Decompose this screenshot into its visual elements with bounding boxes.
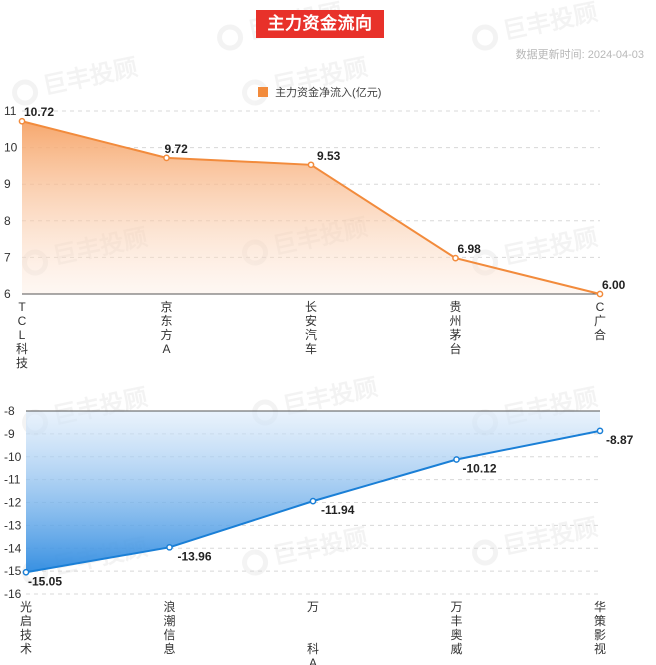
data-label: -8.87 <box>606 433 634 447</box>
y-tick-label: 11 <box>4 104 17 118</box>
x-tick-label: 茅 <box>449 328 461 342</box>
x-tick-label: 科 <box>16 342 28 356</box>
data-point <box>163 154 170 162</box>
outflow-chart: -16 -15 -14 -13 -12 -11 -10 -9 -8 -15.05 -13.96 -11… <box>4 404 634 665</box>
x-tick-label: 技 <box>16 356 28 370</box>
update-time-label: 数据更新时间: <box>515 49 585 61</box>
series-area <box>26 411 600 573</box>
x-tick-label: 州 <box>449 314 461 328</box>
data-label: -13.96 <box>178 549 212 563</box>
x-tick-label: 浪 <box>163 599 175 614</box>
x-tick-label: 广 <box>594 314 606 328</box>
legend-swatch <box>258 87 268 97</box>
y-tick-label: -12 <box>4 496 22 510</box>
x-tick-label: 华 <box>594 600 606 614</box>
data-point <box>166 543 173 551</box>
x-tick-label: 影 <box>594 628 606 642</box>
y-tick-label: 10 <box>4 141 18 155</box>
x-tick-label: 合 <box>594 327 606 342</box>
x-tick-label: 万 <box>450 600 462 614</box>
y-tick-label: -15 <box>4 564 22 578</box>
x-tick-label: 策 <box>594 614 606 628</box>
y-tick-label: -10 <box>4 450 22 464</box>
y-tick-label: -9 <box>4 427 15 441</box>
x-tick-label: 丰 <box>450 614 462 628</box>
x-tick-label: 东 <box>160 314 172 328</box>
data-point <box>596 427 604 435</box>
data-label: -11.94 <box>321 503 355 517</box>
y-tick-label: -16 <box>4 587 22 601</box>
x-tick-label: 潮 <box>163 613 175 628</box>
x-tick-label: 汽 <box>305 327 317 342</box>
data-point <box>18 117 26 125</box>
y-tick-label: 8 <box>4 214 11 228</box>
data-label: 9.53 <box>317 149 341 163</box>
data-point <box>596 290 604 298</box>
x-tick-label: L <box>19 328 26 342</box>
data-label: 6.98 <box>458 242 482 256</box>
data-point <box>309 497 317 505</box>
x-tick-label: 万 <box>307 600 319 614</box>
x-tick-label: 长 <box>305 300 317 314</box>
x-tick-label: 科 <box>307 642 319 656</box>
x-tick-label: 安 <box>305 313 317 328</box>
x-tick-label: T <box>18 300 26 314</box>
legend[interactable]: 主力资金净流入(亿元) <box>258 84 381 100</box>
x-tick-label: C <box>18 314 27 328</box>
y-tick-label: 6 <box>4 287 11 301</box>
data-label: -15.05 <box>28 574 62 588</box>
data-point <box>453 456 460 463</box>
data-label: 10.72 <box>24 105 54 119</box>
x-tick-label: 息 <box>163 641 175 656</box>
data-label: 6.00 <box>602 278 626 292</box>
data-point <box>307 161 315 169</box>
x-tick-label: 光 <box>20 600 32 614</box>
series-area <box>22 121 600 294</box>
data-point <box>22 568 30 576</box>
update-time-value: 2024-04-03 <box>587 49 644 61</box>
chart-title: 主力资金流向 <box>256 10 384 38</box>
x-tick-label: 奥 <box>450 628 462 642</box>
data-label: -10.12 <box>463 461 497 475</box>
x-tick-label: 启 <box>20 614 32 628</box>
x-tick-label: 方 <box>160 327 172 342</box>
x-tick-label: 贵 <box>449 300 461 314</box>
x-tick-label: 信 <box>163 628 175 642</box>
x-tick-label: 台 <box>449 341 461 356</box>
legend-label: 主力资金净流入(亿元) <box>275 87 382 99</box>
update-time: 数据更新时间: 2024-04-03 <box>516 46 644 62</box>
x-tick-label: C <box>596 300 605 314</box>
x-tick-label: 术 <box>20 642 32 656</box>
data-label: 9.72 <box>165 142 189 156</box>
x-tick-label: 技 <box>20 628 32 642</box>
y-tick-label: -14 <box>4 541 22 555</box>
x-tick-label: 京 <box>160 300 172 314</box>
x-tick-label: A <box>162 342 170 356</box>
x-tick-label: A <box>309 656 317 665</box>
data-point <box>452 254 459 262</box>
x-tick-label: 威 <box>450 642 462 656</box>
x-tick-label: 视 <box>594 641 606 656</box>
y-tick-label: -13 <box>4 518 22 532</box>
y-tick-label: -11 <box>4 473 21 487</box>
x-tick-label: 车 <box>305 341 317 356</box>
y-tick-label: 9 <box>4 177 11 191</box>
y-tick-label: 7 <box>4 250 11 264</box>
y-tick-label: -8 <box>4 404 15 418</box>
